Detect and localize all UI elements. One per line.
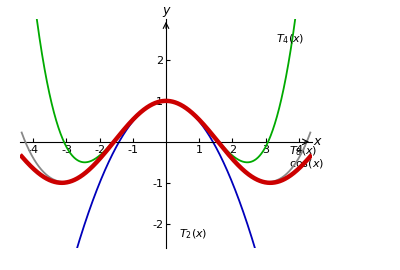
Text: x: x xyxy=(314,135,321,148)
Text: $\cos(x)$: $\cos(x)$ xyxy=(289,157,324,170)
Text: $T_2(x)$: $T_2(x)$ xyxy=(179,227,208,241)
Text: y: y xyxy=(162,4,170,17)
Text: $T_8(x)$: $T_8(x)$ xyxy=(289,144,317,158)
Text: $T_4(x)$: $T_4(x)$ xyxy=(276,33,304,46)
